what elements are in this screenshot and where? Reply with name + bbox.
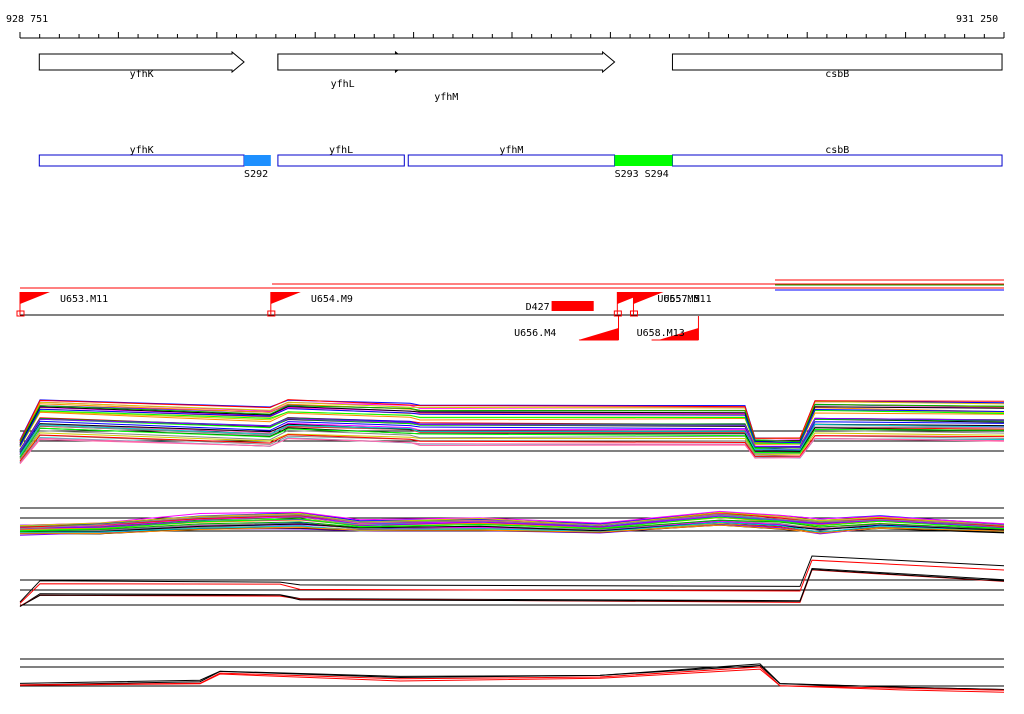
panel1-profile [19, 403, 1005, 443]
annotation-track: yfhK yfhL yfhM csbB S292 S293 S294 [38, 145, 1003, 180]
panel1-profile [19, 427, 1005, 458]
ruler-end-label: 931 250 [956, 14, 998, 25]
gene-arrow-yfhM [277, 50, 616, 74]
panel3-profile [19, 555, 1005, 603]
annotation-segment [244, 155, 271, 166]
expression-profiles [19, 399, 1005, 693]
panel2-profile [19, 516, 1005, 532]
gene-arrow-yfhK [38, 50, 245, 74]
annotation-box-yfhK [38, 154, 245, 167]
annotation-label-yfhK: yfhK [130, 145, 154, 156]
feature-label-U656.M4: U656.M4 [514, 328, 556, 339]
feature-label-U658.M13: U658.M13 [637, 328, 685, 339]
feature-marker [16, 310, 25, 317]
annotation-segment [614, 155, 673, 166]
feature-label-U655.M5: U655.M5 [657, 294, 699, 305]
feature-label-U654.M9: U654.M9 [311, 294, 353, 305]
feature-flag [658, 328, 699, 340]
segment-label: S292 [244, 169, 268, 180]
coordinate-ruler: 928 751 931 250 [6, 14, 1005, 39]
panel2-profile [19, 521, 1005, 533]
panel2-profile [19, 524, 1005, 535]
annotation-box-yfhL [277, 154, 405, 167]
panel2-profile [19, 521, 1005, 533]
annotation-label-yfhM: yfhM [499, 145, 523, 156]
feature-block [551, 301, 594, 311]
feature-flag [578, 328, 619, 340]
ruler-start-label: 928 751 [6, 14, 48, 25]
feature-label-U653.M11: U653.M11 [60, 294, 108, 305]
gene-track: yfhK yfhL yfhM csbB [38, 50, 1003, 103]
feature-marker [267, 310, 276, 317]
annotation-label-yfhL: yfhL [329, 145, 353, 156]
gene-label-yfhM: yfhM [434, 92, 458, 103]
panel1-profile [19, 399, 1005, 442]
gene-label-csbB: csbB [825, 69, 849, 80]
feature-label-U657.M11: U657.M11 [663, 294, 711, 305]
panel1-profile [19, 434, 1005, 462]
annotation-label-csbB: csbB [825, 145, 849, 156]
feature-flag [270, 292, 301, 304]
feature-label-D427: D427 [526, 302, 550, 313]
panel1-profile [19, 432, 1005, 460]
panel1-profile [19, 437, 1005, 465]
panel4-profile [19, 663, 1005, 690]
annotation-box-yfhM [407, 154, 616, 167]
feature-marker [613, 310, 622, 317]
panel1-profile [19, 408, 1005, 446]
panel2-profile [19, 511, 1005, 527]
gene-arrow-csbB [671, 53, 1003, 71]
gene-label-yfhL: yfhL [331, 79, 355, 90]
panel1-profile [19, 417, 1005, 451]
panel4-profile [19, 666, 1005, 691]
feature-flag [633, 292, 664, 304]
feature-marker [629, 310, 638, 317]
panel3-profile [19, 568, 1005, 607]
segment-label: S293 S294 [615, 169, 669, 180]
panel1-profile [19, 423, 1005, 456]
panel2-profile [19, 510, 1005, 526]
annotation-box-csbB [671, 154, 1003, 167]
feature-flag [20, 292, 50, 304]
panel1-profile [19, 420, 1005, 454]
panel3-profile [19, 559, 1005, 604]
gene-label-yfhK: yfhK [130, 69, 154, 80]
panel4-profile [19, 668, 1005, 693]
panel2-profile [19, 514, 1005, 530]
